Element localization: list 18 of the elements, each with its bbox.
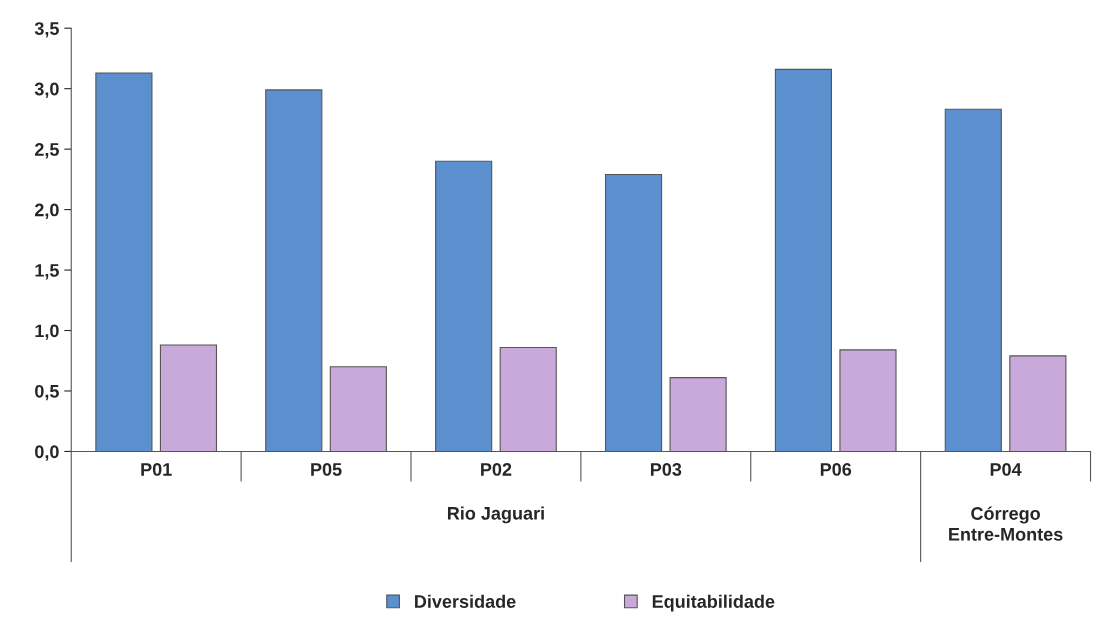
y-tick-label: 1,5 [35, 264, 59, 280]
x-tick-label: P05 [311, 463, 342, 476]
y-tick-label: 1,0 [35, 324, 59, 340]
y-tick-label: 3,0 [34, 82, 59, 99]
x-tick-label: P06 [820, 463, 852, 476]
text: Córrego Entre-Montes [949, 506, 1063, 541]
x-tick-label: P04 [990, 463, 1022, 476]
x-tick-label: P02 [481, 463, 512, 476]
y-tick-label: 3,5 [34, 22, 59, 38]
x-tick-label: P01 [141, 463, 172, 476]
y-tick-label: 0,0 [35, 445, 59, 461]
text: Rio Jaguari [447, 506, 544, 524]
y-tick-label: 0,5 [35, 384, 59, 401]
x-tick-label: P03 [650, 463, 682, 476]
y-tick-label: 2,0 [34, 203, 59, 219]
legend-label: Equitabilidade [652, 594, 775, 612]
y-tick-label: 2,5 [34, 143, 59, 159]
legend-label: Diversidade [415, 594, 516, 608]
